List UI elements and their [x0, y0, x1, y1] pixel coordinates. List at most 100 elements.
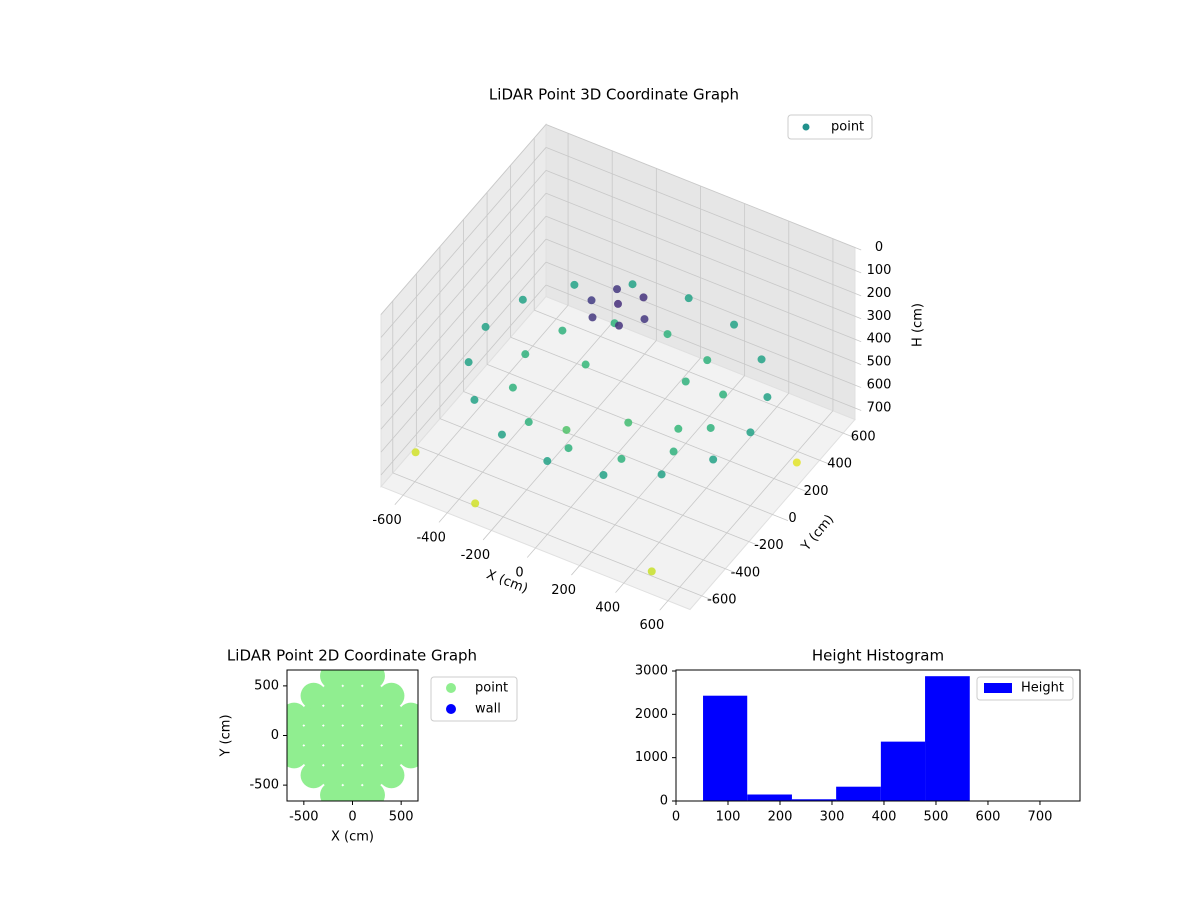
x-tick-label: -500	[289, 810, 319, 825]
y-tick-label: 2000	[635, 707, 668, 722]
legend-box	[787, 114, 873, 140]
x-tick	[526, 547, 536, 558]
legend-patch	[984, 683, 1012, 693]
y-tick	[772, 514, 789, 522]
z-tick	[854, 384, 862, 388]
z-tick-label: 200	[867, 286, 892, 301]
point	[570, 280, 579, 289]
point	[320, 670, 347, 689]
point	[674, 424, 683, 433]
x-tick	[438, 512, 448, 523]
point	[397, 722, 418, 749]
x-tick-label: 300	[820, 810, 845, 825]
y-tick	[843, 432, 859, 440]
grid-line	[534, 309, 844, 434]
y-tick-label: 0	[271, 728, 279, 743]
point	[287, 702, 308, 729]
y-tick-label: 1000	[635, 750, 668, 765]
point	[792, 458, 801, 467]
point	[746, 428, 755, 437]
x-tick-label: 600	[976, 810, 1001, 825]
grid-line	[380, 193, 547, 384]
chart-title: Height Histogram	[812, 647, 944, 665]
y-tick	[725, 568, 741, 576]
point	[358, 670, 385, 689]
grid-line	[380, 238, 547, 430]
x-tick-label: -600	[372, 513, 402, 528]
point	[719, 390, 728, 399]
point	[339, 722, 366, 749]
point	[647, 567, 656, 576]
z-tick	[854, 315, 862, 320]
point	[684, 294, 693, 303]
point	[497, 430, 506, 439]
point	[339, 742, 366, 769]
legend-box	[430, 676, 518, 722]
x-tick	[571, 565, 580, 576]
z-tick-label: 0	[875, 240, 883, 255]
point	[613, 285, 622, 294]
point	[521, 350, 530, 359]
point	[339, 670, 366, 689]
grid-line	[545, 261, 856, 386]
point	[300, 742, 327, 769]
y-tick	[819, 459, 836, 467]
x-tick-label: 0	[672, 810, 680, 825]
x-tick	[659, 600, 669, 611]
bar	[703, 695, 748, 801]
bar	[925, 676, 970, 801]
point	[300, 702, 327, 729]
point	[558, 326, 567, 335]
point	[358, 702, 385, 729]
point	[320, 762, 347, 789]
x-axis-label: X (cm)	[331, 830, 374, 845]
grid-line	[463, 391, 773, 515]
y-tick	[701, 595, 718, 603]
point	[378, 742, 405, 769]
point	[339, 782, 366, 801]
point	[320, 702, 347, 729]
point	[628, 280, 637, 289]
point	[617, 454, 626, 463]
point	[300, 762, 327, 789]
point	[320, 782, 347, 801]
point	[587, 296, 596, 305]
grid-line	[380, 147, 547, 338]
grid-line	[380, 261, 547, 453]
x-tick-label: 0	[515, 566, 523, 581]
point	[300, 722, 327, 749]
x-tick-label: 500	[389, 810, 414, 825]
y-tick-label: 0	[660, 794, 668, 809]
z-tick	[854, 407, 862, 411]
legend-label: point	[831, 120, 864, 135]
point	[657, 470, 666, 479]
point	[581, 360, 590, 369]
x-tick-label: 500	[924, 810, 949, 825]
point	[287, 722, 308, 749]
z-tick-label: 600	[867, 378, 892, 393]
grid-line	[545, 147, 856, 271]
x-tick-label: 400	[595, 601, 620, 616]
bar	[747, 794, 792, 801]
y-tick-label: 600	[851, 430, 876, 445]
x-tick-label: 100	[716, 810, 741, 825]
x-tick	[394, 495, 404, 506]
z-tick	[854, 292, 862, 297]
point	[564, 444, 573, 453]
z-tick-label: 500	[867, 355, 892, 370]
z-tick-label: 700	[867, 401, 892, 416]
grid-line	[545, 284, 856, 409]
x-tick-label: 200	[551, 583, 576, 598]
point	[287, 742, 308, 769]
plot-points	[287, 670, 418, 801]
legend-marker	[446, 683, 456, 693]
point	[339, 682, 366, 709]
point	[703, 356, 712, 365]
x-tick-label: 400	[872, 810, 897, 825]
grid-line	[510, 336, 820, 461]
grid-line	[545, 124, 856, 248]
grid-line	[545, 169, 856, 294]
x-tick-label: -200	[461, 548, 491, 563]
legend-marker	[446, 704, 456, 714]
